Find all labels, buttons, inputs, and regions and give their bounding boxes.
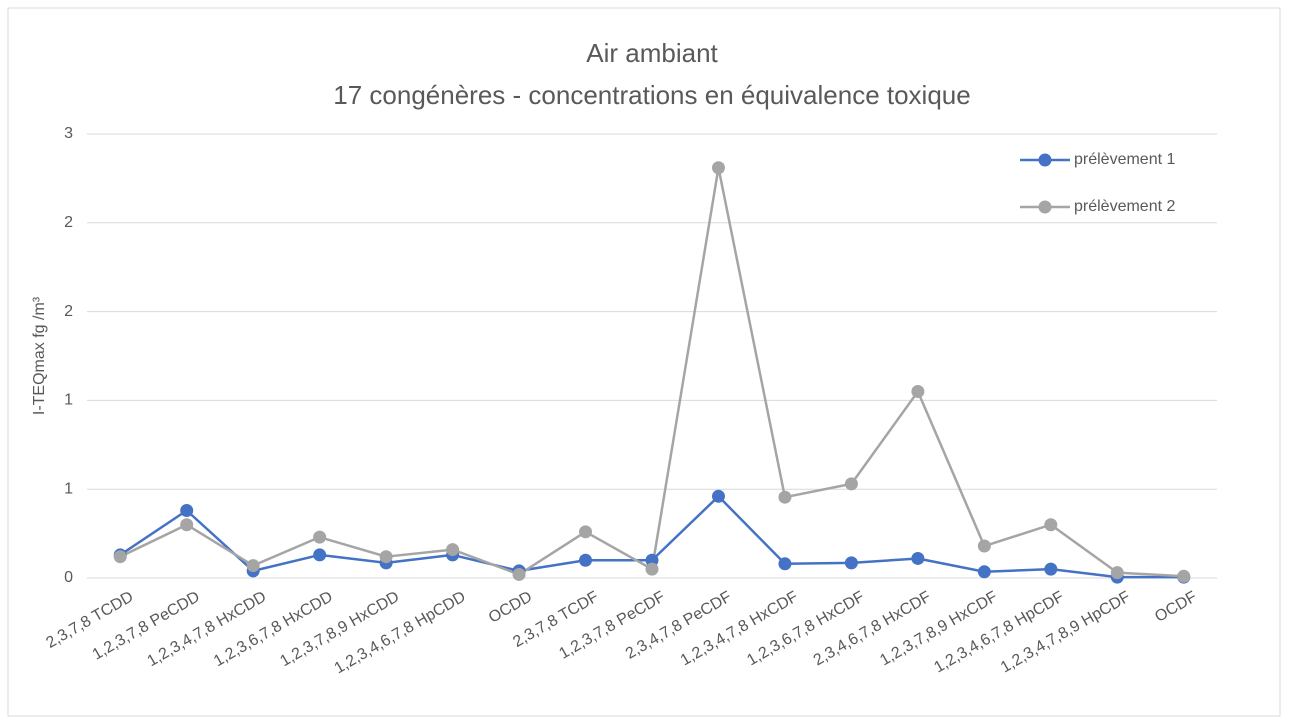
- data-point: [778, 557, 792, 571]
- data-point: [711, 489, 725, 503]
- legend-marker: [1038, 153, 1052, 167]
- legend-label: prélèvement 1: [1074, 151, 1175, 168]
- data-point: [977, 539, 991, 553]
- y-tick-label: 2: [64, 303, 73, 320]
- data-point: [379, 550, 393, 564]
- data-point: [844, 477, 858, 491]
- data-point: [1044, 562, 1058, 576]
- data-point: [512, 567, 526, 581]
- data-point: [313, 530, 327, 544]
- legend-label: prélèvement 2: [1074, 198, 1175, 215]
- data-point: [911, 385, 925, 399]
- chart-title: Air ambiant: [586, 38, 718, 68]
- data-point: [180, 518, 194, 532]
- data-point: [844, 556, 858, 570]
- data-point: [645, 562, 659, 576]
- chart-subtitle: 17 congénères - concentrations en équiva…: [333, 80, 970, 110]
- y-tick-label: 1: [64, 480, 73, 497]
- y-tick-label: 3: [64, 125, 73, 142]
- data-point: [1110, 566, 1124, 580]
- data-point: [446, 543, 460, 557]
- data-point: [977, 565, 991, 579]
- data-point: [246, 559, 260, 573]
- data-point: [579, 525, 593, 539]
- legend-marker: [1038, 200, 1052, 214]
- data-point: [180, 504, 194, 518]
- data-point: [711, 161, 725, 175]
- y-tick-label: 2: [64, 214, 73, 231]
- data-point: [911, 551, 925, 565]
- data-point: [313, 548, 327, 562]
- data-point: [1177, 569, 1191, 583]
- y-tick-label: 1: [64, 392, 73, 409]
- y-tick-label: 0: [64, 569, 73, 586]
- chart-frame: [7, 7, 1281, 717]
- y-axis-label: I-TEQmax fg /m³: [31, 296, 48, 415]
- data-point: [645, 553, 659, 567]
- data-point: [579, 553, 593, 567]
- data-point: [778, 490, 792, 504]
- data-point: [113, 550, 127, 564]
- data-point: [1044, 518, 1058, 532]
